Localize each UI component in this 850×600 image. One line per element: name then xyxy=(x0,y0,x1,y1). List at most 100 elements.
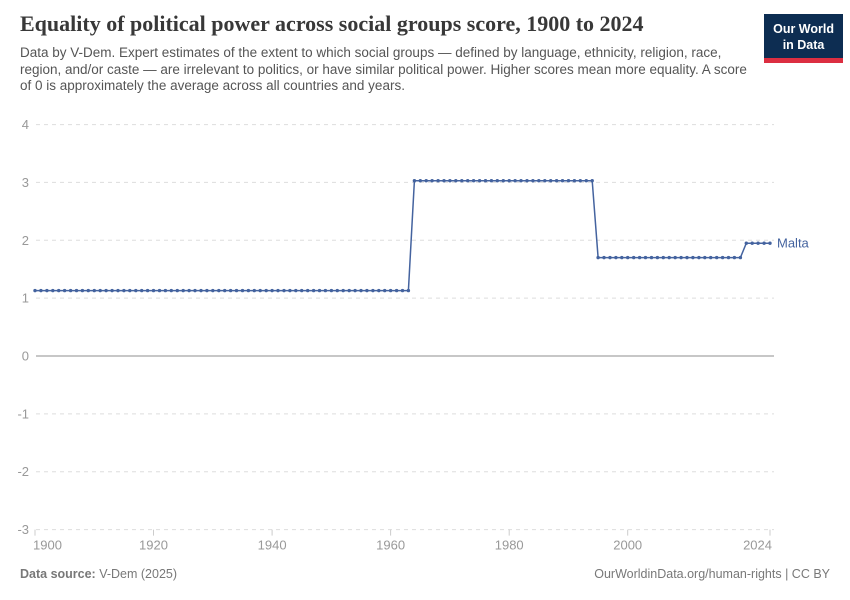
data-point[interactable] xyxy=(549,179,553,183)
data-point[interactable] xyxy=(300,288,304,293)
data-point[interactable] xyxy=(661,255,665,260)
data-point[interactable] xyxy=(738,255,743,260)
data-point[interactable] xyxy=(311,288,316,293)
data-point[interactable] xyxy=(543,179,547,183)
data-point[interactable] xyxy=(98,288,102,293)
data-point[interactable] xyxy=(501,179,505,183)
data-point[interactable] xyxy=(418,179,422,183)
data-point[interactable] xyxy=(477,179,482,183)
data-point[interactable] xyxy=(157,288,162,293)
data-point[interactable] xyxy=(51,288,55,293)
data-point[interactable] xyxy=(424,179,428,183)
data-point[interactable] xyxy=(371,288,375,293)
data-point[interactable] xyxy=(720,255,725,260)
data-point[interactable] xyxy=(116,288,120,293)
data-point[interactable] xyxy=(726,255,731,260)
data-point[interactable] xyxy=(572,179,577,183)
data-point[interactable] xyxy=(406,288,411,293)
owid-logo[interactable]: Our World in Data xyxy=(764,14,843,63)
data-point[interactable] xyxy=(122,288,126,293)
data-point[interactable] xyxy=(608,255,612,260)
data-point[interactable] xyxy=(732,255,737,260)
data-point[interactable] xyxy=(228,288,233,293)
data-point[interactable] xyxy=(199,288,203,293)
data-point[interactable] xyxy=(80,288,85,293)
data-point[interactable] xyxy=(590,179,594,183)
data-point[interactable] xyxy=(537,179,541,183)
data-point[interactable] xyxy=(329,288,334,293)
data-point[interactable] xyxy=(632,255,636,260)
data-point[interactable] xyxy=(578,179,582,183)
data-point[interactable] xyxy=(294,288,298,293)
data-point[interactable] xyxy=(270,288,274,293)
data-point[interactable] xyxy=(466,179,470,183)
data-point[interactable] xyxy=(756,241,760,245)
data-point[interactable] xyxy=(584,179,588,183)
data-point[interactable] xyxy=(163,288,168,293)
data-point[interactable] xyxy=(697,255,701,260)
data-point[interactable] xyxy=(110,288,114,293)
data-point[interactable] xyxy=(620,255,624,260)
data-point[interactable] xyxy=(205,288,209,293)
data-point[interactable] xyxy=(596,255,600,260)
data-point[interactable] xyxy=(744,241,748,245)
data-point[interactable] xyxy=(33,288,37,293)
data-point[interactable] xyxy=(211,288,215,293)
data-point[interactable] xyxy=(140,288,144,293)
data-point[interactable] xyxy=(442,179,446,183)
data-point[interactable] xyxy=(673,255,677,260)
data-point[interactable] xyxy=(685,255,689,260)
data-point[interactable] xyxy=(359,288,363,293)
data-point[interactable] xyxy=(288,288,292,293)
data-point[interactable] xyxy=(240,288,245,293)
data-point[interactable] xyxy=(134,288,138,293)
data-point[interactable] xyxy=(341,288,345,293)
data-point[interactable] xyxy=(68,288,73,293)
data-line[interactable] xyxy=(35,179,770,292)
data-point[interactable] xyxy=(317,288,322,293)
data-point[interactable] xyxy=(365,288,369,293)
data-point[interactable] xyxy=(175,288,179,293)
data-point[interactable] xyxy=(531,179,535,183)
data-point[interactable] xyxy=(643,255,648,260)
data-point[interactable] xyxy=(252,288,256,293)
data-point[interactable] xyxy=(762,241,766,245)
data-point[interactable] xyxy=(400,288,405,293)
data-point[interactable] xyxy=(489,179,494,183)
data-point[interactable] xyxy=(62,288,67,293)
data-point[interactable] xyxy=(566,179,571,183)
data-point[interactable] xyxy=(57,288,61,293)
data-point[interactable] xyxy=(703,255,707,260)
data-point[interactable] xyxy=(483,179,488,183)
data-point[interactable] xyxy=(513,179,517,183)
data-point[interactable] xyxy=(377,288,381,293)
data-point[interactable] xyxy=(448,179,452,183)
data-point[interactable] xyxy=(193,288,197,293)
chart-canvas[interactable]: 4 3 2 1 0 -1 -2 -3 1900 1920 1940 1960 1980 2000 2024 M… xyxy=(0,108,850,560)
data-point[interactable] xyxy=(602,255,606,260)
data-point[interactable] xyxy=(217,288,221,293)
data-point[interactable] xyxy=(246,288,251,293)
data-point[interactable] xyxy=(614,255,618,260)
entity-label[interactable]: Malta xyxy=(777,236,810,251)
data-point[interactable] xyxy=(394,288,399,293)
data-point[interactable] xyxy=(335,288,339,293)
data-point[interactable] xyxy=(507,179,511,183)
data-point[interactable] xyxy=(471,179,476,183)
data-point[interactable] xyxy=(234,288,239,293)
data-point[interactable] xyxy=(92,288,97,293)
data-point[interactable] xyxy=(412,179,417,183)
data-point[interactable] xyxy=(554,179,559,183)
data-point[interactable] xyxy=(519,179,523,183)
data-point[interactable] xyxy=(276,288,280,293)
data-point[interactable] xyxy=(626,255,630,260)
data-point[interactable] xyxy=(169,288,173,293)
data-point[interactable] xyxy=(181,288,185,293)
data-point[interactable] xyxy=(145,288,150,293)
data-point[interactable] xyxy=(151,288,156,293)
data-point[interactable] xyxy=(768,241,772,245)
data-point[interactable] xyxy=(74,288,79,293)
credit-link[interactable]: OurWorldinData.org/human-rights | CC BY xyxy=(594,567,830,581)
data-point[interactable] xyxy=(86,288,91,293)
data-point[interactable] xyxy=(525,179,529,183)
